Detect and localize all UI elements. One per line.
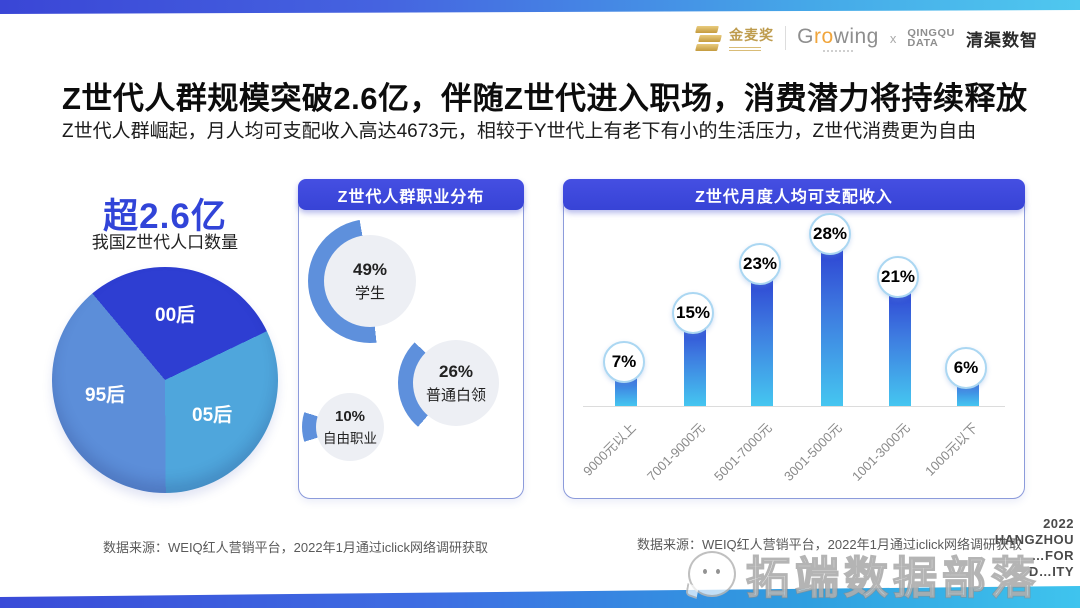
- donut-freelance: 10% 自由职业: [302, 379, 398, 475]
- donut-white-collar-pct: 26%: [438, 361, 474, 381]
- qingqu-brand-name: 清渠数智: [966, 30, 1038, 50]
- page-subtitle: Z世代人群崛起，月人均可支配收入高达4673元，相较于Y世代上有老下有小的生活压…: [62, 121, 977, 142]
- population-pie-chart: [52, 267, 278, 493]
- income-category-label: 1000元以下: [922, 420, 981, 479]
- brand-bar: 金麦奖 Growing x QINGQU DATA 清渠数智: [695, 20, 1038, 56]
- award-logo-text: 金麦奖: [729, 27, 775, 43]
- award-logo-subtext: [729, 47, 762, 51]
- qingqu-data-logo: QINGQU DATA: [907, 27, 955, 49]
- income-panel-card: [563, 195, 1025, 499]
- income-panel: Z世代月度人均可支配收入 7% 9000元以上 15% 7001-9000元 23% 50…: [563, 179, 1025, 499]
- growing-logo-subtext: [823, 49, 853, 52]
- pie-label-00hou: 00后: [155, 305, 196, 326]
- donut-white-collar: 26% 普通白领: [398, 325, 514, 441]
- watermark: 拓端数据部落: [685, 542, 1040, 606]
- golden-award-icon: [695, 25, 723, 51]
- x-axis-line: [583, 406, 1005, 407]
- income-value-bubble: 23%: [739, 243, 781, 285]
- award-logo: 金麦奖: [729, 25, 774, 51]
- income-category-label: 5001-7000元: [710, 420, 775, 484]
- income-value-bubble: 28%: [809, 213, 851, 255]
- occupation-panel: Z世代人群职业分布 49% 学生 26% 普通白领 10% 自由职业: [298, 179, 524, 499]
- income-bar: [684, 315, 706, 406]
- top-gradient-band: [0, 0, 1080, 14]
- corner-event-text: 2022 HANGZHOU …FOR D…ITY: [994, 516, 1074, 579]
- income-value-bubble: 21%: [877, 256, 919, 298]
- income-value-bubble: 6%: [945, 347, 987, 389]
- income-value-bubble: 7%: [603, 341, 645, 383]
- income-bar-chart: 7% 9000元以上 15% 7001-9000元 23% 5001-7000元 28% 30…: [563, 179, 1025, 499]
- donut-students-label: 学生: [354, 284, 385, 302]
- population-headline: 超2.6亿: [103, 197, 227, 236]
- income-value-bubble: 15%: [672, 292, 714, 334]
- page-title: Z世代人群规模突破2.6亿，伴随Z世代进入职场，消费潜力将持续释放: [62, 81, 1028, 116]
- growing-logo: Growing: [797, 25, 879, 52]
- data-source-left: 数据来源：WEIQ红人营销平台，2022年1月通过iclick网络调研获取: [103, 540, 488, 555]
- donut-students: 49% 学生: [308, 219, 432, 343]
- population-caption: 我国Z世代人口数量: [91, 233, 239, 252]
- income-panel-title: Z世代月度人均可支配收入: [563, 179, 1025, 210]
- data-source-right: 数据来源：WEIQ红人营销平台，2022年1月通过iclick网络调研获取: [637, 537, 1022, 552]
- pie-label-95hou: 95后: [85, 385, 126, 406]
- donut-freelance-label: 自由职业: [323, 430, 377, 446]
- income-bar: [821, 236, 843, 406]
- occupation-panel-title: Z世代人群职业分布: [298, 179, 524, 210]
- income-category-label: 1001-3000元: [848, 420, 913, 484]
- chat-bubble-face-icon: [685, 551, 736, 600]
- donut-freelance-pct: 10%: [334, 407, 366, 425]
- income-category-label: 9000元以上: [580, 420, 639, 479]
- logo-divider: [785, 26, 787, 50]
- watermark-text: 拓端数据部落: [745, 553, 1040, 604]
- income-bar: [889, 279, 911, 406]
- income-bar: [751, 266, 773, 406]
- pie-label-05hou: 05后: [192, 405, 233, 426]
- donut-students-pct: 49%: [352, 259, 388, 279]
- logo-times-separator: x: [889, 30, 897, 46]
- donut-white-collar-label: 普通白领: [425, 386, 486, 404]
